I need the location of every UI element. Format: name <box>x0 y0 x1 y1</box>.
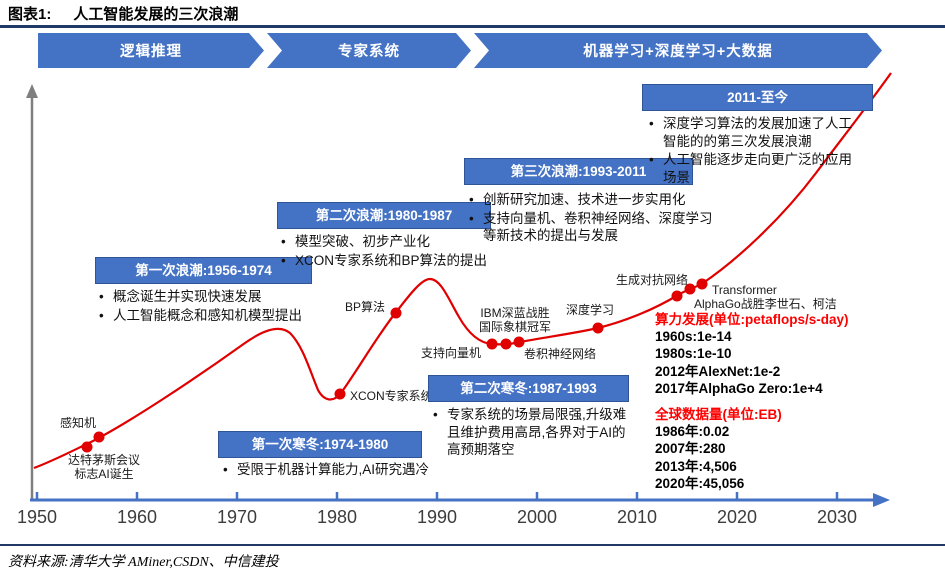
banner-segment-label: 逻辑推理 <box>120 44 182 60</box>
x-tick-label: 1950 <box>16 507 58 527</box>
bullet-item: 深度学习算法的发展加速了人工智能的的第三次发展浪潮 <box>646 115 858 150</box>
milestone-label-transformer: Transformer <box>712 283 777 297</box>
banner-segment-logic: 逻辑推理 <box>38 33 264 68</box>
x-tick-label: 2010 <box>616 507 658 527</box>
bullet-item: 创新研究加速、技术进一步实用化 <box>466 191 716 209</box>
banner-segment-label: 专家系统 <box>338 44 400 60</box>
callout-winter2-bullets: 专家系统的场景局限强,升级难且维护费用高昂,各界对于AI的高预期落空 <box>430 406 630 460</box>
callout-wave1-bullets: 概念诞生并实现快速发展 人工智能概念和感知机模型提出 <box>96 288 344 325</box>
callout-wave1-title: 第一次浪潮:1956-1974 <box>95 257 312 284</box>
milestone-label-cnn: 卷积神经网络 <box>524 347 597 361</box>
milestone-label-svm: 支持向量机 <box>421 346 482 360</box>
data-volume-stats-title: 全球数据量(单位:EB) <box>655 407 782 423</box>
milestone-dot-xcon <box>334 388 346 400</box>
milestone-dot-svm <box>486 338 498 350</box>
milestone-dots <box>81 278 708 453</box>
stats-line: 2020年:45,056 <box>655 475 745 491</box>
figure-title-text: 人工智能发展的三次浪潮 <box>73 6 239 23</box>
milestone-dot-cnn <box>513 336 525 348</box>
figure-label: 图表1: <box>8 6 52 23</box>
milestone-label-dl: 深度学习 <box>566 303 615 317</box>
bullet-item: 人工智能概念和感知机模型提出 <box>96 307 344 325</box>
milestone-dot-alphago <box>684 283 696 295</box>
milestone-dot-dartmouth <box>81 441 93 453</box>
banner-segment-label: 机器学习+深度学习+大数据 <box>583 44 773 60</box>
stats-line: 2017年AlphaGo Zero:1e+4 <box>655 380 823 396</box>
x-tick-label: 2000 <box>516 507 558 527</box>
bullet-item: 模型突破、初步产业化 <box>278 233 520 251</box>
milestone-dot-transformer <box>696 278 708 290</box>
x-tick-label: 2020 <box>716 507 758 527</box>
callout-winter2-title: 第二次寒冬:1987-1993 <box>428 375 629 402</box>
stats-line: 1986年:0.02 <box>655 424 730 440</box>
bullet-item: 概念诞生并实现快速发展 <box>96 288 344 306</box>
callout-winter1-title: 第一次寒冬:1974-1980 <box>218 431 422 458</box>
x-tick-label: 1970 <box>216 507 258 527</box>
milestone-dot-ibm <box>500 338 512 350</box>
stats-line: 2012年AlexNet:1e-2 <box>655 363 781 379</box>
compute-stats-title: 算力发展(单位:petaflops/s-day) <box>655 312 849 327</box>
bullet-item: 人工智能逐步走向更广泛的应用场景 <box>646 151 858 186</box>
bullet-item: XCON专家系统和BP算法的提出 <box>278 252 520 270</box>
stats-line: 2007年:280 <box>655 441 726 457</box>
bullet-item: 专家系统的场景局限强,升级难且维护费用高昂,各界对于AI的高预期落空 <box>430 406 630 459</box>
milestone-dot-dl <box>592 322 604 334</box>
y-axis-arrowhead <box>26 84 38 98</box>
callout-winter1-bullets: 受限于机器计算能力,AI研究遇冷 <box>220 461 480 480</box>
milestone-label-dartmouth: 达特茅斯会议 标志AI诞生 <box>67 453 140 481</box>
x-tick-label: 1990 <box>416 507 458 527</box>
milestone-label-alphago: AlphaGo战胜李世石、柯洁 <box>694 297 837 311</box>
milestone-label-perceptron: 感知机 <box>60 416 97 430</box>
milestone-label-xcon: XCON专家系统 <box>350 389 433 403</box>
milestone-dot-perceptron <box>93 431 105 443</box>
x-tick-label: 1960 <box>116 507 158 527</box>
stats-line: 1960s:1e-14 <box>655 329 732 345</box>
x-tick-label: 1980 <box>316 507 358 527</box>
milestone-label-ibm: IBM深蓝战胜 国际象棋冠军 <box>478 306 551 334</box>
banner-segment-ml: 机器学习+深度学习+大数据 <box>474 33 882 68</box>
milestone-dot-bp <box>390 307 402 319</box>
title-divider <box>0 25 945 28</box>
callout-wave4-title: 2011-至今 <box>642 84 873 111</box>
callout-wave4-bullets: 深度学习算法的发展加速了人工智能的的第三次发展浪潮 人工智能逐步走向更广泛的应用… <box>646 115 858 187</box>
milestone-dot-gan <box>671 290 683 302</box>
callout-wave2-bullets: 模型突破、初步产业化 XCON专家系统和BP算法的提出 <box>278 233 520 270</box>
stats-line: 1980s:1e-10 <box>655 346 732 362</box>
x-axis-ticks <box>35 492 839 500</box>
stats-block: 算力发展(单位:petaflops/s-day) 1960s:1e-14 198… <box>655 311 849 492</box>
x-tick-label: 2030 <box>816 507 858 527</box>
footer-divider <box>0 544 945 546</box>
callout-wave3-bullets: 创新研究加速、技术进一步实用化 支持向量机、卷积神经网络、深度学习等新技术的提出… <box>466 191 716 246</box>
banner-segment-expert: 专家系统 <box>267 33 471 68</box>
x-axis-arrowhead <box>873 493 890 507</box>
source-note: 资料来源:清华大学 AMiner,CSDN、中信建投 <box>8 555 279 570</box>
bullet-item: 支持向量机、卷积神经网络、深度学习等新技术的提出与发展 <box>466 210 716 245</box>
callout-wave2-title: 第二次浪潮:1980-1987 <box>277 202 491 229</box>
stats-line: 2013年:4,506 <box>655 458 737 474</box>
milestone-label-bp: BP算法 <box>345 300 386 314</box>
callout-wave3-title: 第三次浪潮:1993-2011 <box>464 158 693 185</box>
figure-title: 图表1: 人工智能发展的三次浪潮 <box>8 3 238 24</box>
bullet-item: 受限于机器计算能力,AI研究遇冷 <box>220 461 480 479</box>
milestone-label-gan: 生成对抗网络 <box>616 273 689 287</box>
